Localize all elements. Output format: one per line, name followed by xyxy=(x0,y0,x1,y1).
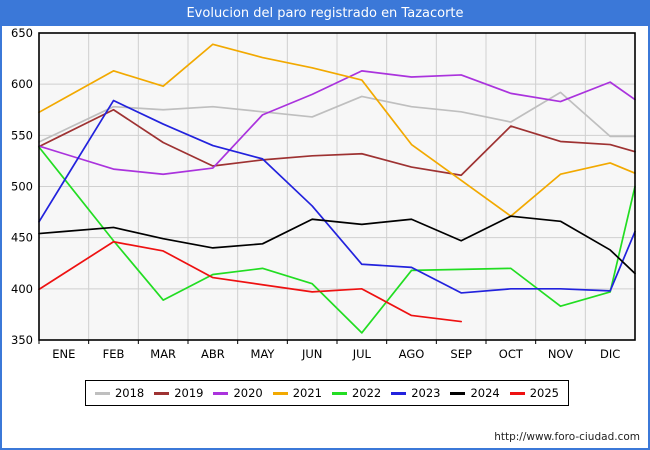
y-axis-tick-label: 350 xyxy=(11,333,33,347)
legend-swatch-icon xyxy=(213,391,229,395)
legend-item-2022[interactable]: 2022 xyxy=(331,386,382,400)
legend-item-2020[interactable]: 2020 xyxy=(213,386,263,400)
legend-label: 2021 xyxy=(292,386,323,400)
legend-swatch-icon xyxy=(154,391,170,395)
y-axis-tick-label: 600 xyxy=(11,77,33,91)
legend-swatch-icon xyxy=(272,391,288,395)
legend-item-2024[interactable]: 2024 xyxy=(450,386,500,400)
legend-swatch-icon xyxy=(450,391,466,395)
y-axis-tick-label: 500 xyxy=(11,180,33,194)
x-axis-tick-label: DIC xyxy=(600,347,620,361)
series-line-2025 xyxy=(38,240,463,323)
line-chart: 350 400 450 500 550 600 650 ENE FEB MAR ABR MAY JUN J… xyxy=(11,26,636,361)
x-axis-tick-label: JUL xyxy=(352,347,372,361)
x-axis-tick-label: JUN xyxy=(301,347,322,361)
legend-item-2021[interactable]: 2021 xyxy=(272,386,323,400)
page-title: Evolucion del paro registrado en Tazacor… xyxy=(2,2,648,26)
axis-frame xyxy=(38,32,636,341)
series-line-2020 xyxy=(38,70,636,176)
legend-label: 2025 xyxy=(529,386,560,400)
legend-swatch-icon xyxy=(331,391,347,395)
y-axis-tick-label: 650 xyxy=(11,26,33,40)
y-axis-tick-label: 550 xyxy=(11,128,33,142)
legend-swatch-icon xyxy=(94,391,110,395)
legend-label: 2020 xyxy=(233,386,263,400)
legend-label: 2023 xyxy=(411,386,441,400)
series-line-2021 xyxy=(38,43,636,218)
legend-item-2018[interactable]: 2018 xyxy=(94,386,145,400)
x-axis-tick-label: NOV xyxy=(548,347,573,361)
legend-swatch-icon xyxy=(509,391,525,395)
x-axis-tick-label: ENE xyxy=(52,347,75,361)
legend-swatch-icon xyxy=(391,391,407,395)
legend-label: 2018 xyxy=(114,386,145,400)
x-axis-tick-label: SEP xyxy=(450,347,472,361)
legend-item-2025[interactable]: 2025 xyxy=(509,386,560,400)
y-axis-tick-label: 450 xyxy=(11,231,33,245)
y-axis-tick-label: 400 xyxy=(11,282,33,296)
legend-item-2019[interactable]: 2019 xyxy=(154,386,204,400)
series-line-2018 xyxy=(38,91,636,143)
series-line-2019 xyxy=(38,108,636,177)
x-axis-tick-label: ABR xyxy=(201,347,225,361)
legend-item-2023[interactable]: 2023 xyxy=(391,386,441,400)
x-axis-tick-label: MAY xyxy=(251,347,276,361)
chart-legend: 2018 2019 2020 2021 2022 2023 2024 2025 xyxy=(85,380,569,406)
series-line-2023 xyxy=(38,99,636,294)
chart-plot-area: 350 400 450 500 550 600 650 ENE FEB MAR ABR MAY JUN J… xyxy=(2,26,648,376)
x-axis-tick-label: FEB xyxy=(103,347,125,361)
source-url: http://www.foro-ciudad.com xyxy=(494,431,640,443)
legend-label: 2024 xyxy=(470,386,500,400)
x-axis-tick-label: OCT xyxy=(499,347,524,361)
legend-label: 2022 xyxy=(351,386,382,400)
series-line-2022 xyxy=(38,146,636,334)
x-axis-tick-label: MAR xyxy=(150,347,176,361)
legend-label: 2019 xyxy=(174,386,204,400)
x-axis-tick-label: AGO xyxy=(399,347,425,361)
series-line-2024 xyxy=(38,215,636,275)
